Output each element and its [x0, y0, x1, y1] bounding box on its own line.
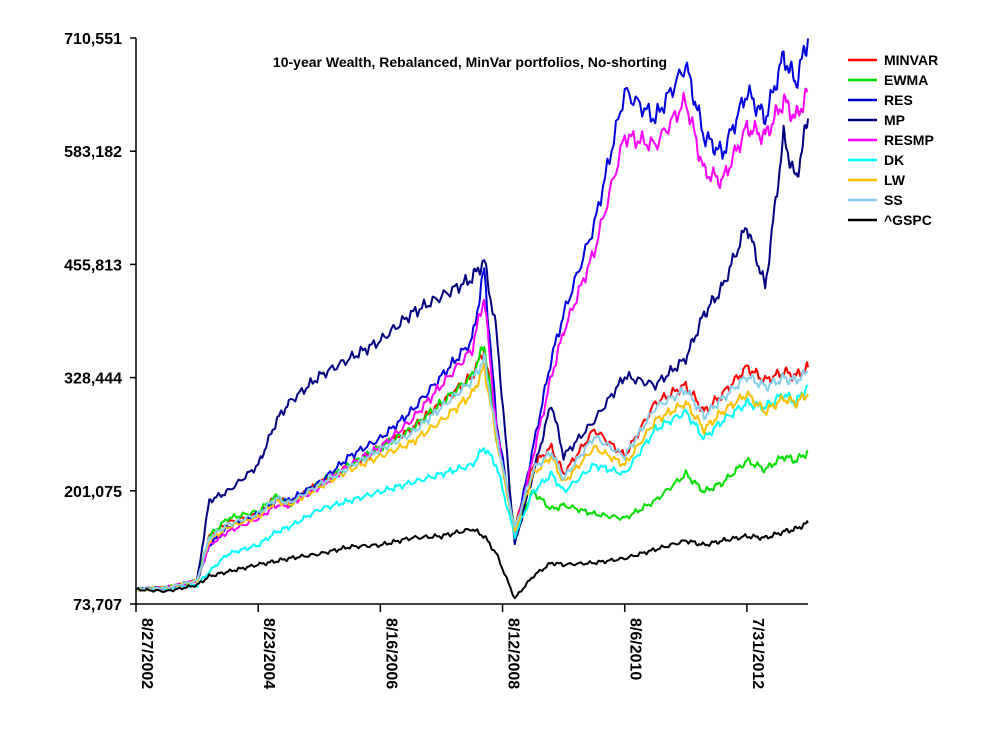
- series-line-ss: [135, 352, 809, 592]
- x-ticks: 8/27/2002 8/23/2004 8/16/2006 8/12/2008 8/6/…: [135, 604, 766, 689]
- chart-title: 10-year Wealth, Rebalanced, MinVar portf…: [273, 54, 667, 70]
- legend-label: MINVAR: [884, 52, 938, 68]
- x-tick-label: 8/16/2006: [382, 618, 399, 689]
- x-tick-label: 8/6/2010: [627, 618, 644, 680]
- legend-label: ^GSPC: [884, 212, 932, 228]
- series-line-minvar: [135, 349, 809, 592]
- x-tick-label: 8/23/2004: [260, 618, 277, 689]
- y-tick-label: 201,075: [64, 484, 122, 501]
- legend-label: EWMA: [884, 72, 928, 88]
- axes: [135, 38, 808, 605]
- y-tick-label: 328,444: [64, 371, 122, 388]
- y-tick-label: 73,707: [73, 597, 122, 614]
- y-tick-label: 455,813: [64, 257, 122, 274]
- x-tick-label: 7/31/2012: [749, 618, 766, 689]
- legend-label: RESMP: [884, 132, 934, 148]
- series-line-gspc: [135, 520, 809, 600]
- legend-label: RES: [884, 92, 913, 108]
- series-line-lw: [135, 362, 809, 592]
- x-tick-label: 8/12/2008: [505, 618, 522, 689]
- y-tick-label: 583,182: [64, 144, 122, 161]
- legend-label: MP: [884, 112, 905, 128]
- series-line-mp: [135, 118, 809, 592]
- plot-area: [135, 38, 809, 600]
- y-tick-label: 710,551: [64, 31, 122, 48]
- y-ticks: 710,551 583,182 455,813 328,444 201,075 73,70…: [64, 31, 136, 614]
- series-line-dk: [135, 384, 809, 592]
- series-line-ewma: [135, 346, 809, 592]
- legend-label: LW: [884, 172, 906, 188]
- x-tick-label: 8/27/2002: [138, 618, 155, 689]
- legend-label: DK: [884, 152, 904, 168]
- legend-label: SS: [884, 192, 903, 208]
